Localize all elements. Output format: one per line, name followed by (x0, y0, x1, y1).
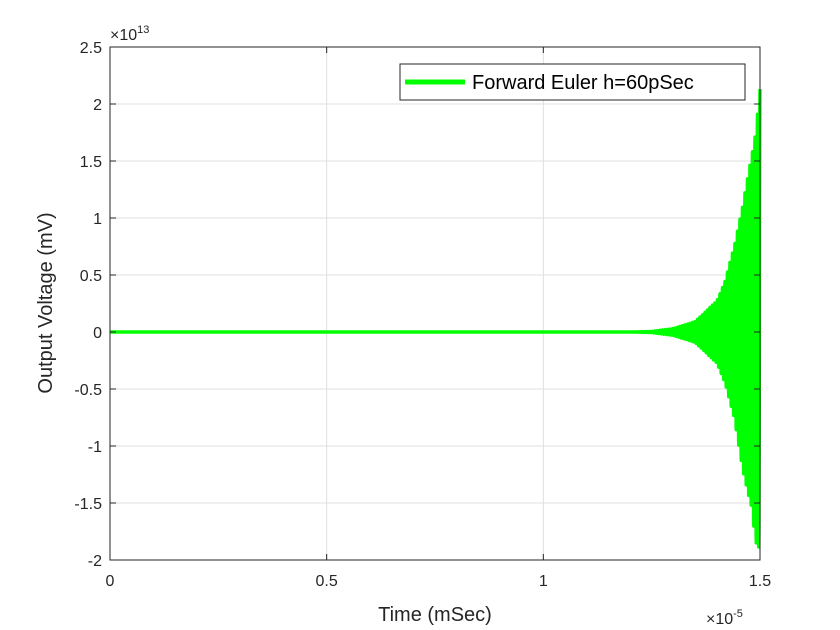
y-axis-label: Output Voltage (mV) (35, 212, 57, 393)
plot-background (110, 47, 760, 560)
y-tick-label: 2 (93, 97, 102, 114)
y-tick-labels: -2 -1.5 -1 -0.5 0 0.5 1 1.5 2 2.5 (74, 40, 102, 570)
x-tick-label: 1 (539, 573, 548, 590)
y-exponent-label: ×1013 (110, 24, 149, 44)
y-tick-label: 1.5 (80, 154, 102, 171)
y-tick-label: 0.5 (80, 268, 102, 285)
x-axis-label: Time (mSec) (378, 604, 492, 626)
x-tick-labels: 0 0.5 1 1.5 (106, 573, 772, 590)
plot-frame (109, 46, 761, 561)
x-exponent-label: ×10-5 (706, 608, 743, 628)
y-tick-label: -1 (88, 439, 102, 456)
x-tick-label: 0 (106, 573, 115, 590)
y-tick-label: 1 (93, 211, 102, 228)
y-tick-label: -1.5 (74, 496, 102, 513)
axis-ticks (109, 46, 761, 561)
y-tick-label: 0 (93, 325, 102, 342)
x-tick-label: 0.5 (316, 573, 338, 590)
x-tick-label: 1.5 (749, 573, 771, 590)
plot-series-group (108, 89, 762, 549)
y-tick-label: -2 (88, 553, 102, 570)
series-line-forward-euler (108, 89, 762, 549)
y-tick-label: 2.5 (80, 40, 102, 57)
y-tick-label: -0.5 (74, 382, 102, 399)
legend-entry-label: Forward Euler h=60pSec (472, 72, 694, 94)
legend: Forward Euler h=60pSec (399, 63, 746, 101)
